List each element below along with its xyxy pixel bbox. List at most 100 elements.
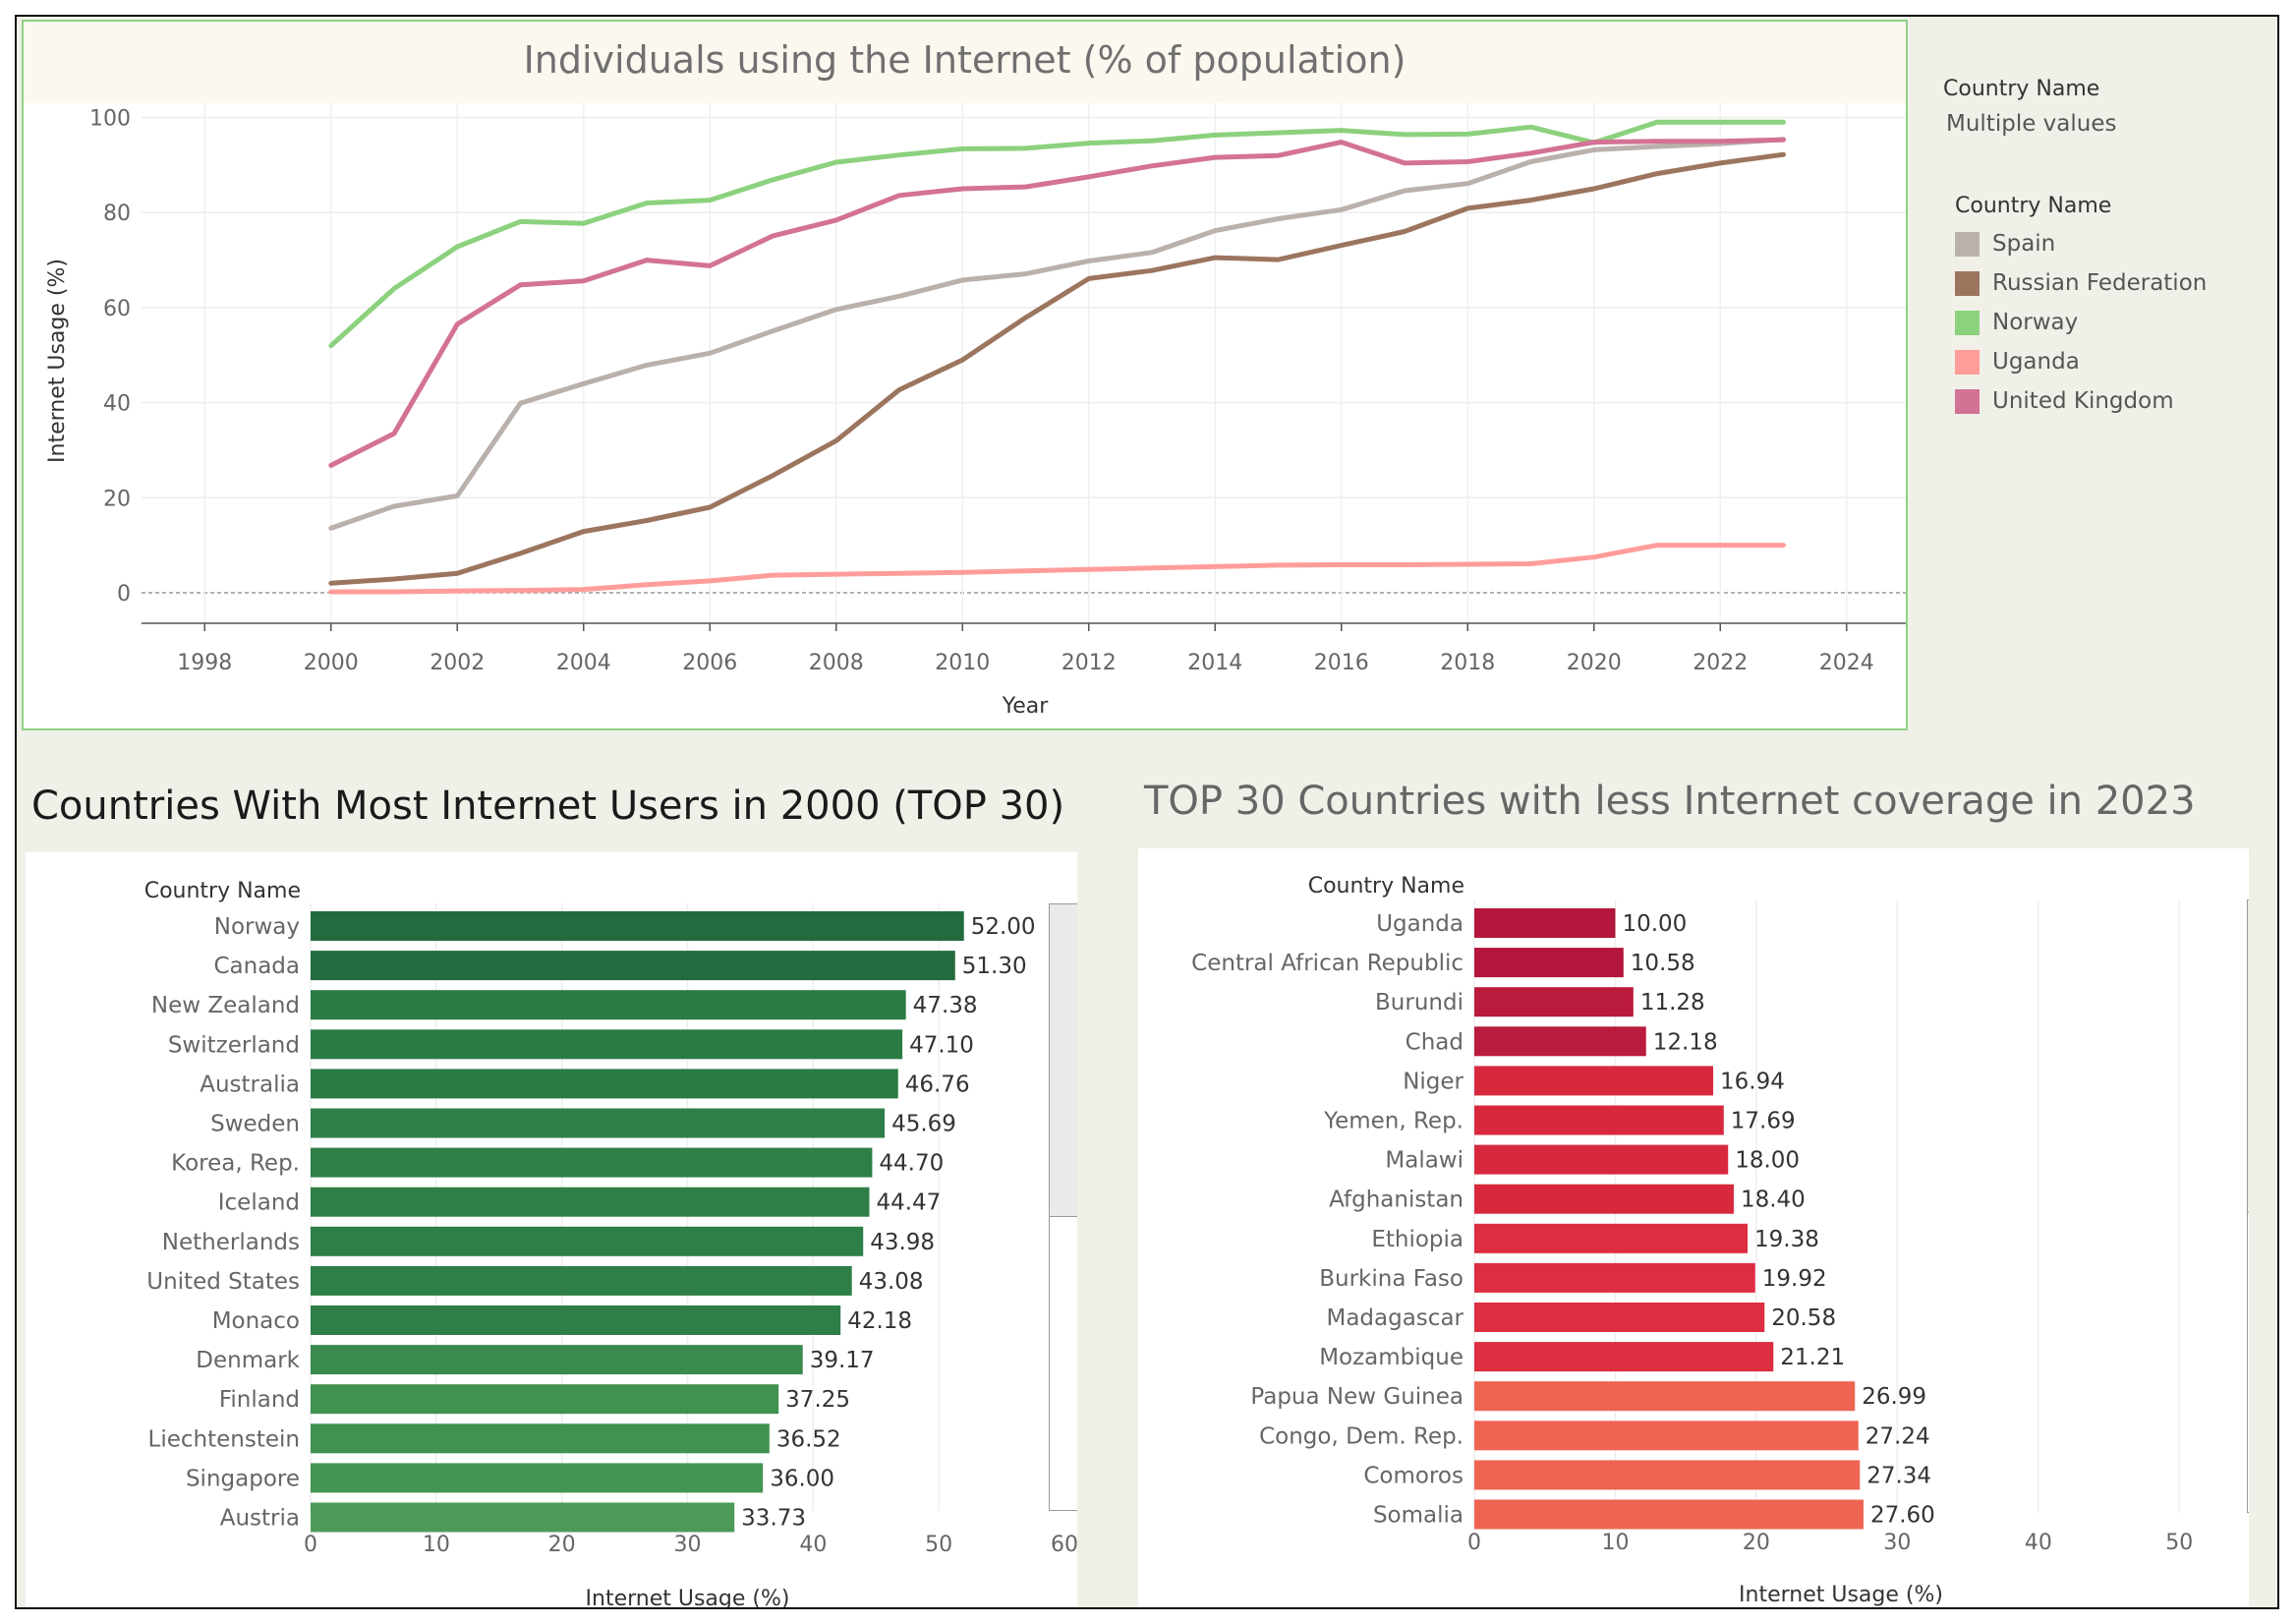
category-label: Burkina Faso <box>1319 1266 1464 1292</box>
bar-denmark <box>311 1345 803 1375</box>
bar-congo-dem-rep <box>1474 1421 1859 1451</box>
bar-sweden <box>311 1108 886 1138</box>
bar-value-label: 43.08 <box>859 1269 924 1295</box>
category-label: Malawi <box>1385 1148 1464 1174</box>
y-tick-label: 100 <box>89 107 131 132</box>
bar-value-label: 20.58 <box>1771 1305 1836 1331</box>
bar-value-label: 27.24 <box>1866 1423 1930 1449</box>
bar-value-label: 16.94 <box>1720 1069 1785 1094</box>
bottom-2023-chart-title: TOP 30 Countries with less Internet cove… <box>1144 779 2196 824</box>
x-tick-label: 10 <box>423 1533 450 1557</box>
bar-switzerland <box>311 1029 903 1060</box>
top-2000-bar-chart[interactable]: 0 10 20 30 40 50 60 Country Name Internet Usage … <box>26 852 1077 1609</box>
x-tick-label: 0 <box>1467 1531 1481 1555</box>
x-tick-label: 2006 <box>682 651 737 675</box>
bar-malawi <box>1474 1144 1729 1175</box>
bar-value-label: 21.21 <box>1780 1345 1845 1370</box>
x-tick-label: 2022 <box>1693 651 1748 675</box>
x-tick-label: 2008 <box>809 651 864 675</box>
y-axis-title: Internet Usage (%) <box>45 259 70 463</box>
bar-united-states <box>311 1265 852 1296</box>
bar-value-label: 36.52 <box>776 1426 841 1452</box>
category-header: Country Name <box>1308 874 1464 899</box>
bar-australia <box>311 1069 898 1099</box>
category-label: Uganda <box>1376 911 1464 937</box>
line-chart-title: Individuals using the Internet (% of pop… <box>523 38 1406 82</box>
y-tick-label: 0 <box>117 582 131 607</box>
legend-label: Spain <box>1992 231 2056 257</box>
category-label: Liechtenstein <box>148 1426 300 1452</box>
bar-value-label: 12.18 <box>1653 1029 1718 1055</box>
bar-chad <box>1474 1026 1646 1057</box>
bar-value-label: 52.00 <box>971 914 1036 940</box>
bar-netherlands <box>311 1226 864 1256</box>
bottom-2023-chart-panel: 0 10 20 30 40 50 Country Name Internet Usage (%… <box>1138 848 2249 1609</box>
x-tick-label: 2024 <box>1819 651 1874 675</box>
dashboard: Individuals using the Internet (% of pop… <box>15 15 2279 1609</box>
category-label: Congo, Dem. Rep. <box>1259 1423 1464 1449</box>
top-2000-scrollbar[interactable] <box>1049 903 1077 1511</box>
bar-monaco <box>311 1305 841 1335</box>
x-tick-label: 20 <box>1743 1531 1770 1555</box>
bar-finland <box>311 1384 779 1415</box>
category-label: New Zealand <box>151 993 300 1018</box>
bar-value-label: 18.40 <box>1741 1188 1806 1213</box>
legend-label: United Kingdom <box>1992 388 2174 414</box>
category-label: Sweden <box>210 1112 300 1137</box>
x-tick-label: 2002 <box>430 651 485 675</box>
category-label: Finland <box>219 1387 300 1413</box>
legend-title: Country Name <box>1955 194 2112 218</box>
category-label: Monaco <box>212 1308 300 1334</box>
category-label: Chad <box>1406 1029 1464 1055</box>
x-tick-label: 20 <box>548 1533 576 1557</box>
bar-niger <box>1474 1066 1714 1096</box>
x-tick-label: 50 <box>2165 1531 2193 1555</box>
x-axis-title: Internet Usage (%) <box>586 1587 790 1609</box>
bar-value-label: 45.69 <box>891 1112 956 1137</box>
bar-value-label: 33.73 <box>741 1506 806 1532</box>
series-line-uganda <box>328 543 1786 595</box>
bar-value-label: 42.18 <box>847 1308 912 1334</box>
x-tick-label: 60 <box>1051 1533 1077 1557</box>
category-label: Canada <box>213 954 300 979</box>
bar-value-label: 18.00 <box>1735 1148 1800 1174</box>
y-tick-label: 60 <box>103 297 131 321</box>
category-label: Iceland <box>218 1190 300 1216</box>
x-tick-label: 2018 <box>1440 651 1495 675</box>
bottom-2023-scrollbar[interactable] <box>2247 899 2249 1513</box>
bar-uganda <box>1474 908 1616 938</box>
x-tick-label: 30 <box>674 1533 702 1557</box>
x-tick-label: 2010 <box>935 651 990 675</box>
category-label: Papua New Guinea <box>1250 1384 1464 1410</box>
category-label: Central African Republic <box>1191 951 1464 976</box>
bar-burkina-faso <box>1474 1262 1755 1293</box>
series-line-spain <box>328 137 1786 531</box>
x-tick-label: 0 <box>304 1533 317 1557</box>
category-label: Netherlands <box>162 1230 300 1255</box>
bar-value-label: 19.38 <box>1754 1227 1819 1252</box>
x-axis-title: Year <box>1002 694 1050 719</box>
legend-label: Russian Federation <box>1992 270 2208 296</box>
x-tick-label: 2000 <box>304 651 359 675</box>
line-chart[interactable]: 0 20 40 60 80 100 1998 2000 2002 2004 2006 2008 2010… <box>24 22 1906 728</box>
scrollbar-thumb[interactable] <box>1050 904 1077 1217</box>
x-tick-label: 1998 <box>177 651 232 675</box>
bar-central-african-republic <box>1474 948 1624 978</box>
bar-value-label: 46.76 <box>905 1072 970 1097</box>
bar-value-label: 44.70 <box>879 1151 944 1177</box>
bar-value-label: 27.60 <box>1870 1503 1935 1529</box>
filter-title: Country Name <box>1943 77 2100 101</box>
legend-label: Uganda <box>1992 349 2080 375</box>
country-filter-value[interactable]: Multiple values <box>1946 111 2117 137</box>
bar-yemen-rep <box>1474 1105 1724 1135</box>
scrollbar-thumb[interactable] <box>2248 900 2249 1213</box>
bottom-2023-bar-chart[interactable]: 0 10 20 30 40 50 Country Name Internet Usage (%… <box>1138 848 2249 1609</box>
category-label: Austria <box>220 1506 300 1532</box>
category-label: Singapore <box>186 1466 300 1491</box>
x-tick-label: 2014 <box>1187 651 1242 675</box>
x-tick-label: 2012 <box>1062 651 1117 675</box>
x-tick-label: 2004 <box>556 651 611 675</box>
bar-burundi <box>1474 987 1634 1017</box>
legend-swatch <box>1955 271 1980 296</box>
bar-value-label: 36.00 <box>770 1466 834 1491</box>
